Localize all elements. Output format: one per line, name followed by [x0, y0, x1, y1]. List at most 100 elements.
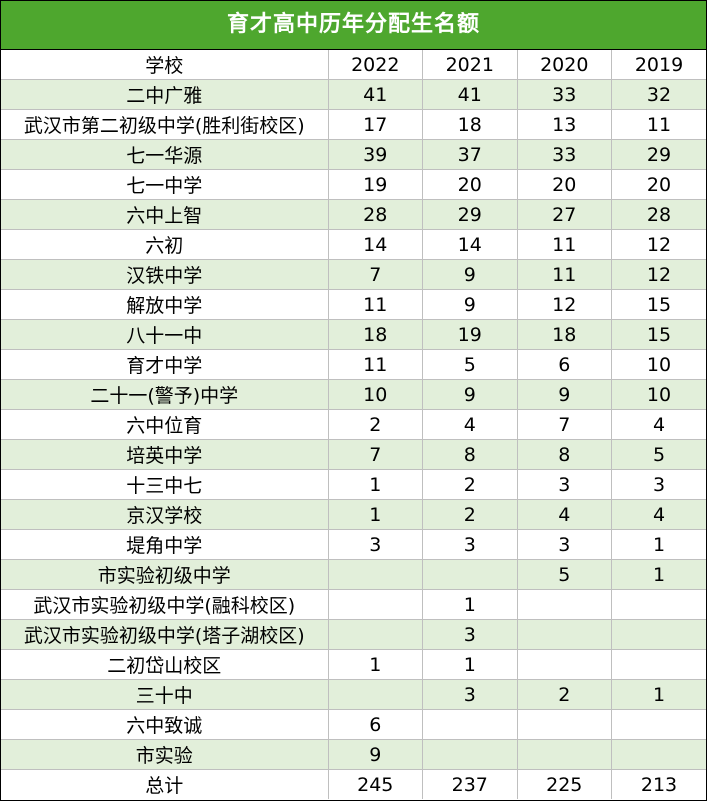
school-name-cell: 六中致诚: [1, 709, 329, 740]
quota-value-cell: 11: [328, 289, 423, 320]
quota-value-cell: 6: [517, 349, 612, 380]
quota-value-cell: 4: [422, 409, 518, 440]
school-name-cell: 六中上智: [1, 199, 329, 230]
quota-value-cell: 9: [422, 379, 518, 410]
quota-value-cell: 20: [422, 169, 518, 200]
quota-value-cell: 10: [328, 379, 423, 410]
quota-value-cell: 41: [328, 79, 423, 110]
quota-value-cell: 3: [517, 469, 612, 500]
school-name-cell: 育才中学: [1, 349, 329, 380]
quota-value-cell: [611, 649, 706, 680]
quota-value-cell: 5: [611, 439, 706, 470]
quota-value-cell: 7: [328, 259, 423, 290]
table-row: 京汉学校 1 2 4 4: [1, 499, 706, 530]
quota-value-cell: 1: [611, 679, 706, 710]
quota-value-cell: [328, 619, 423, 650]
quota-value-cell: 28: [328, 199, 423, 230]
allocation-table: 学校 2022 2021 2020 2019 二中广雅 41 41 33 32 武汉市第二…: [1, 50, 706, 799]
quota-value-cell: [517, 739, 612, 770]
total-value: 213: [611, 769, 706, 799]
table-row: 六初 14 14 11 12: [1, 229, 706, 260]
quota-value-cell: 5: [517, 559, 612, 590]
column-header-year: 2020: [517, 50, 612, 80]
header-row: 学校 2022 2021 2020 2019: [1, 50, 706, 80]
school-name-cell: 七一中学: [1, 169, 329, 200]
quota-value-cell: 8: [422, 439, 518, 470]
quota-value-cell: 10: [611, 379, 706, 410]
table-row: 武汉市实验初级中学(融科校区) 1: [1, 589, 706, 620]
quota-value-cell: [422, 709, 518, 740]
table-row: 六中致诚 6: [1, 709, 706, 740]
table-row: 七一华源 39 37 33 29: [1, 139, 706, 170]
school-name-cell: 武汉市实验初级中学(融科校区): [1, 589, 329, 620]
school-name-cell: 培英中学: [1, 439, 329, 470]
table-row: 十三中七 1 2 3 3: [1, 469, 706, 500]
school-name-cell: 八十一中: [1, 319, 329, 350]
table-row: 二初岱山校区 1 1: [1, 649, 706, 680]
table-row: 武汉市第二初级中学(胜利街校区) 17 18 13 11: [1, 109, 706, 140]
school-name-cell: 二初岱山校区: [1, 649, 329, 680]
quota-value-cell: 3: [328, 529, 423, 560]
quota-value-cell: 1: [611, 559, 706, 590]
table-row: 七一中学 19 20 20 20: [1, 169, 706, 200]
quota-value-cell: 3: [611, 469, 706, 500]
quota-value-cell: 12: [611, 259, 706, 290]
quota-value-cell: [328, 559, 423, 590]
quota-value-cell: 4: [517, 499, 612, 530]
quota-value-cell: 1: [328, 649, 423, 680]
quota-value-cell: 2: [422, 469, 518, 500]
table-title: 育才高中历年分配生名额: [1, 1, 706, 50]
quota-value-cell: 11: [517, 229, 612, 260]
quota-value-cell: 7: [517, 409, 612, 440]
school-name-cell: 七一华源: [1, 139, 329, 170]
quota-value-cell: [517, 709, 612, 740]
quota-value-cell: 15: [611, 319, 706, 350]
quota-value-cell: 9: [422, 289, 518, 320]
school-name-cell: 武汉市第二初级中学(胜利街校区): [1, 109, 329, 140]
quota-value-cell: 8: [517, 439, 612, 470]
total-value: 225: [517, 769, 612, 799]
quota-value-cell: 6: [328, 709, 423, 740]
quota-value-cell: 28: [611, 199, 706, 230]
quota-value-cell: 1: [422, 649, 518, 680]
quota-value-cell: [611, 589, 706, 620]
quota-value-cell: 5: [422, 349, 518, 380]
quota-value-cell: 1: [611, 529, 706, 560]
table-row: 二十一(警予)中学 10 9 9 10: [1, 379, 706, 410]
school-name-cell: 十三中七: [1, 469, 329, 500]
total-label: 总计: [1, 769, 329, 799]
quota-value-cell: 2: [422, 499, 518, 530]
quota-value-cell: [611, 709, 706, 740]
quota-value-cell: [422, 739, 518, 770]
school-name-cell: 市实验初级中学: [1, 559, 329, 590]
school-name-cell: 汉铁中学: [1, 259, 329, 290]
quota-value-cell: [611, 619, 706, 650]
quota-value-cell: 12: [611, 229, 706, 260]
quota-value-cell: 3: [422, 619, 518, 650]
quota-value-cell: 18: [422, 109, 518, 140]
table-row: 武汉市实验初级中学(塔子湖校区) 3: [1, 619, 706, 650]
column-header-year: 2022: [328, 50, 423, 80]
table-row: 市实验 9: [1, 739, 706, 770]
quota-value-cell: 13: [517, 109, 612, 140]
quota-value-cell: 9: [517, 379, 612, 410]
quota-value-cell: [328, 589, 423, 620]
quota-value-cell: 17: [328, 109, 423, 140]
quota-value-cell: 20: [611, 169, 706, 200]
total-value: 237: [422, 769, 518, 799]
quota-value-cell: 10: [611, 349, 706, 380]
quota-value-cell: 3: [517, 529, 612, 560]
quota-value-cell: 7: [328, 439, 423, 470]
quota-value-cell: 33: [517, 79, 612, 110]
quota-value-cell: [517, 619, 612, 650]
quota-value-cell: 19: [422, 319, 518, 350]
quota-value-cell: 2: [328, 409, 423, 440]
school-name-cell: 堤角中学: [1, 529, 329, 560]
table-row: 三十中 3 2 1: [1, 679, 706, 710]
quota-value-cell: [611, 739, 706, 770]
school-name-cell: 二中广雅: [1, 79, 329, 110]
school-name-cell: 六初: [1, 229, 329, 260]
quota-value-cell: 33: [517, 139, 612, 170]
quota-value-cell: 18: [517, 319, 612, 350]
table-row: 堤角中学 3 3 3 1: [1, 529, 706, 560]
